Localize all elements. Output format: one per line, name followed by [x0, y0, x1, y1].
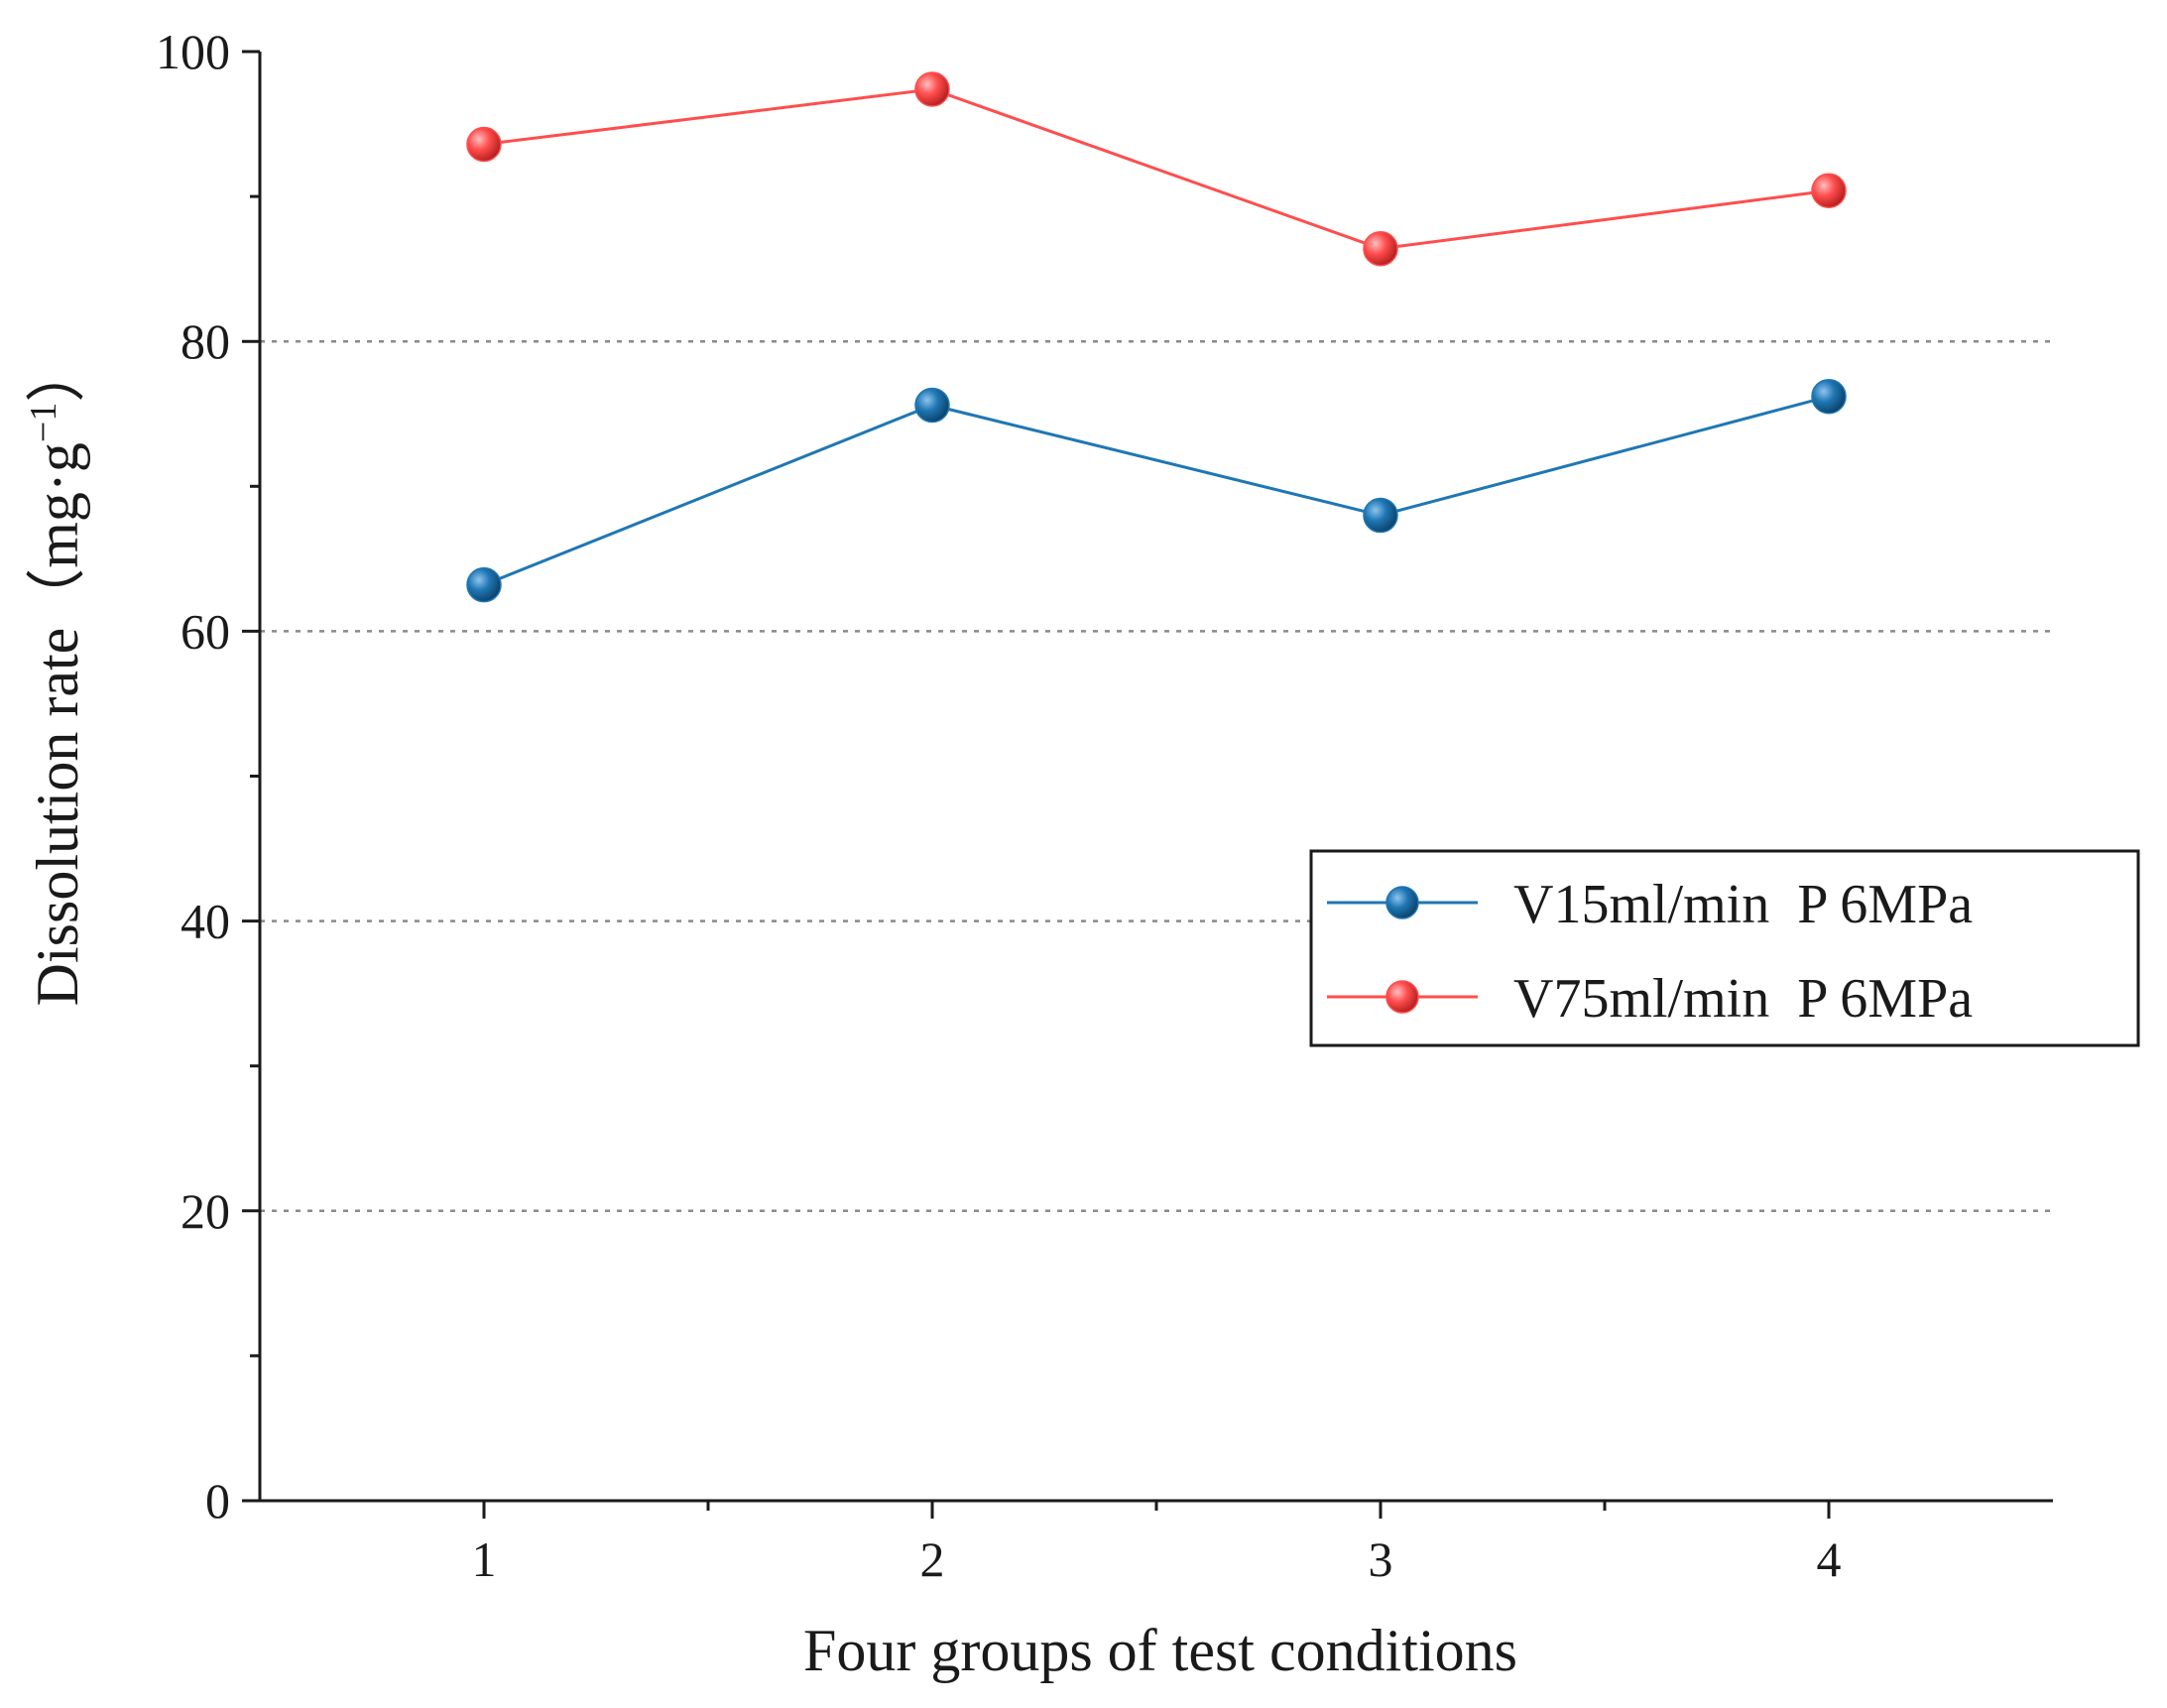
data-point-v75-4 — [1811, 173, 1847, 209]
series — [466, 71, 1847, 603]
axes — [258, 52, 2053, 1503]
ticks: 0 20 40 60 80 100 1 2 3 4 — [156, 24, 1842, 1587]
y-tick-label-100: 100 — [156, 24, 230, 79]
x-axis-title: Four groups of test conditions — [803, 1618, 1517, 1683]
x-tick-label-3: 3 — [1369, 1531, 1393, 1587]
data-point-v15-1 — [466, 566, 502, 603]
data-point-v15-2 — [914, 387, 950, 424]
data-point-v75-2 — [914, 71, 950, 107]
y-tick-label-40: 40 — [181, 894, 230, 949]
x-tick-label-2: 2 — [920, 1531, 945, 1587]
y-axis-title-close: ） — [25, 343, 90, 403]
y-tick-label-0: 0 — [205, 1473, 230, 1528]
legend-label-v15: V15ml/min P 6MPa — [1513, 874, 1973, 935]
y-tick-label-20: 20 — [181, 1183, 230, 1239]
y-tick-label-60: 60 — [181, 603, 230, 659]
legend-marker-v15 — [1385, 886, 1419, 919]
series-line-v15 — [483, 395, 1830, 587]
data-point-v75-1 — [466, 126, 502, 163]
legend-entry-v75: V75ml/min P 6MPa — [1327, 968, 1973, 1030]
legend-box — [1309, 849, 2140, 1047]
y-axis-title: Dissolution rate（mg·g−1） — [23, 343, 90, 1007]
grid-lines — [260, 339, 2053, 1213]
legend-label-v75: V75ml/min P 6MPa — [1513, 968, 1973, 1030]
legend-entry-v15: V15ml/min P 6MPa — [1327, 874, 1973, 935]
data-point-v15-4 — [1811, 378, 1847, 415]
data-point-v15-3 — [1363, 497, 1398, 534]
x-tick-label-4: 4 — [1817, 1531, 1842, 1587]
y-axis-title-superscript: −1 — [23, 403, 64, 442]
x-tick-label-1: 1 — [472, 1531, 497, 1587]
y-axis-title-main: Dissolution rate（mg·g — [25, 442, 90, 1006]
series-line-v75 — [483, 87, 1830, 251]
legend-marker-v75 — [1385, 980, 1419, 1014]
legend: V15ml/min P 6MPa V75ml/min P 6MPa — [1309, 849, 2140, 1047]
data-point-v75-3 — [1363, 230, 1398, 267]
y-tick-label-80: 80 — [181, 313, 230, 369]
